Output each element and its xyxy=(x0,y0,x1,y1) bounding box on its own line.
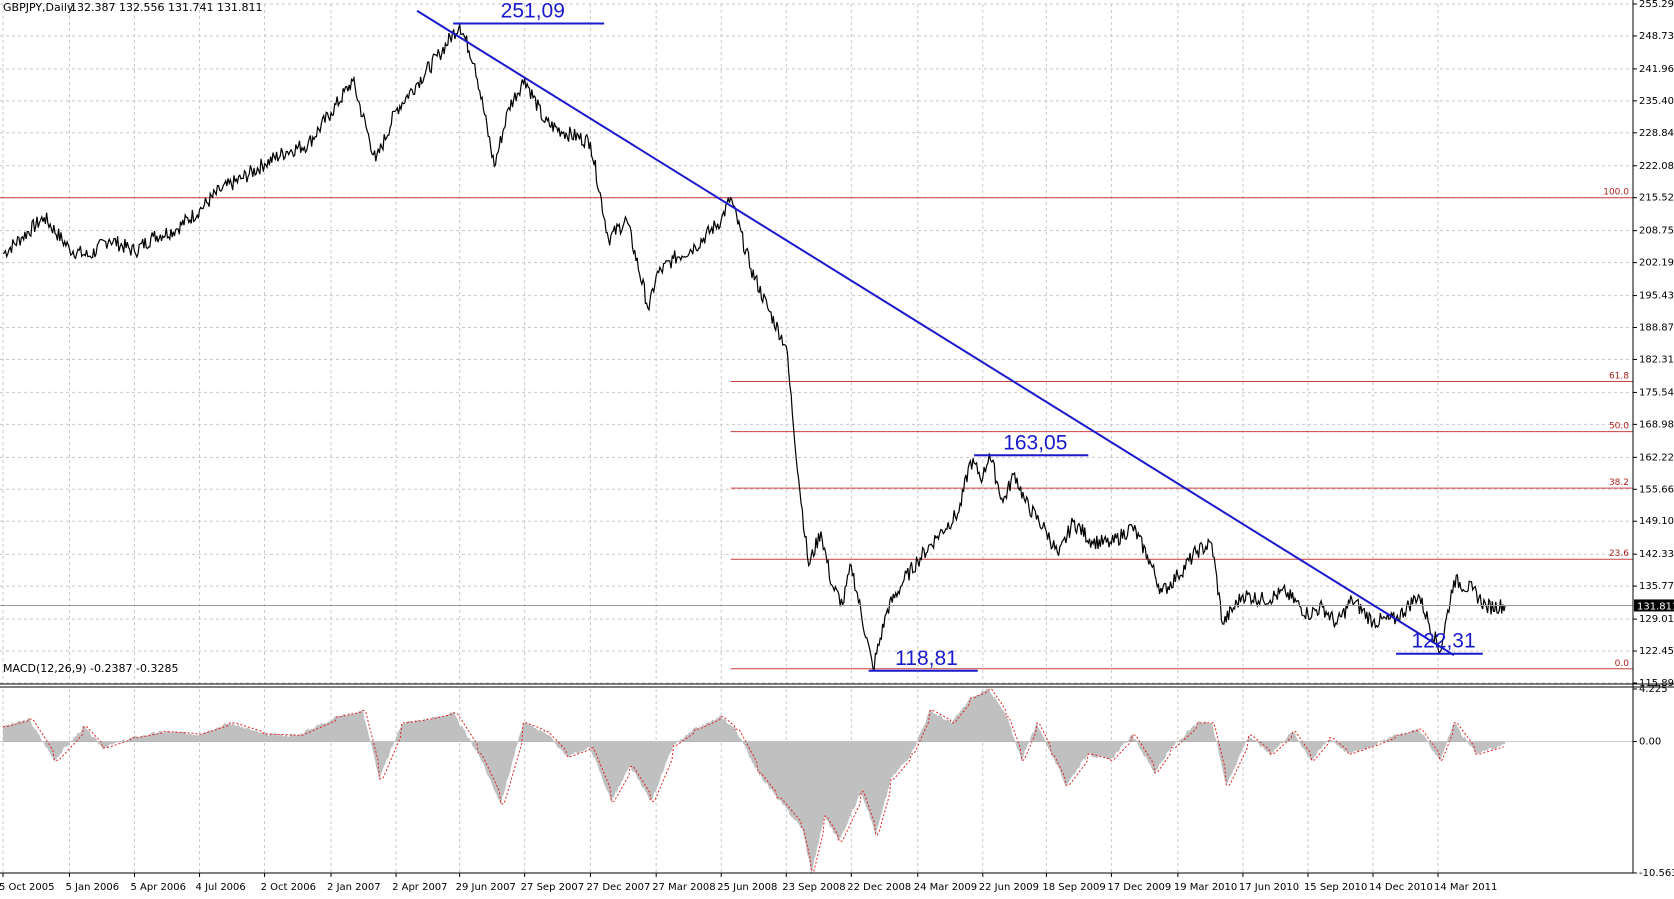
price-series xyxy=(0,24,1633,671)
x-tick-label: 5 Jan 2006 xyxy=(65,882,119,893)
y-tick-label: 208.755 xyxy=(1639,226,1674,237)
y-tick-label: 135.775 xyxy=(1639,581,1674,592)
y-tick-label: 115.890 xyxy=(1639,678,1674,689)
y-tick-label: 235.405 xyxy=(1639,96,1674,107)
x-tick-label: 27 Dec 2007 xyxy=(586,882,650,893)
y-tick-label: 195.430 xyxy=(1639,291,1674,302)
y-tick-label: 149.100 xyxy=(1639,516,1674,527)
price-axis[interactable]: 255.290 248.730 241.965 235.405 228.845 222.0… xyxy=(1633,0,1674,689)
x-tick-label: 2 Apr 2007 xyxy=(392,882,447,893)
x-tick-label: 2 Oct 2006 xyxy=(261,882,316,893)
current-price-box xyxy=(1634,599,1674,612)
annotations: 251,09 163,05 118,81 122,31 xyxy=(453,0,1483,672)
y-tick-label: 168.985 xyxy=(1639,419,1674,430)
y-tick-label: 182.310 xyxy=(1639,354,1674,365)
y-tick-label: 255.290 xyxy=(1639,0,1674,10)
x-tick-label: 5 Apr 2006 xyxy=(131,882,186,893)
x-tick-label: 19 Mar 2010 xyxy=(1174,882,1237,893)
x-tick-label: 25 Jun 2008 xyxy=(717,882,777,893)
quote-label: 132.387 132.556 131.741 131.811 xyxy=(70,1,262,14)
x-tick-label: 23 Sep 2008 xyxy=(782,882,845,893)
y-tick-label: 155.660 xyxy=(1639,484,1674,495)
y-tick-label: 228.845 xyxy=(1639,128,1674,139)
grid xyxy=(0,3,1633,873)
current-price-label: 131.811 xyxy=(1637,601,1674,612)
y-tick-label: 175.545 xyxy=(1639,387,1674,398)
fibonacci-label: 38.2 xyxy=(1609,478,1629,488)
x-tick-label: 18 Sep 2009 xyxy=(1042,882,1105,893)
x-tick-label: 22 Jun 2009 xyxy=(979,882,1039,893)
annotation-label: 122,31 xyxy=(1411,630,1475,653)
y-tick-label: 248.730 xyxy=(1639,31,1674,42)
macd-series xyxy=(0,688,1633,875)
trendline-line xyxy=(416,9,1455,657)
fibonacci-label: 100.0 xyxy=(1603,188,1629,198)
macd-label: MACD(12,26,9) -0.2387 -0.3285 xyxy=(3,662,178,675)
x-tick-label: 22 Dec 2008 xyxy=(847,882,911,893)
macd-histogram xyxy=(3,688,1506,875)
macd-axis[interactable]: 4.225 0.00 -10.5638 xyxy=(1633,684,1674,879)
y-tick-label: 142.335 xyxy=(1639,549,1674,560)
x-tick-label: 14 Dec 2010 xyxy=(1369,882,1433,893)
y-tick-label: 129.010 xyxy=(1639,614,1674,625)
macd-tick-label: 0.00 xyxy=(1639,737,1661,748)
chart-frame xyxy=(0,0,1674,874)
y-tick-label: 188.870 xyxy=(1639,323,1674,334)
annotation-label: 118,81 xyxy=(895,647,958,670)
x-tick-label: 14 Mar 2011 xyxy=(1434,882,1497,893)
fibonacci-levels: 100.0 61.8 50.0 38.2 23.6 0.0 xyxy=(0,188,1633,670)
time-axis[interactable]: 5 Oct 2005 5 Jan 2006 5 Apr 2006 4 Jul 2006… xyxy=(0,873,1497,893)
x-tick-label: 27 Sep 2007 xyxy=(521,882,584,893)
y-tick-label: 122.450 xyxy=(1639,646,1674,657)
fibonacci-label: 50.0 xyxy=(1609,422,1629,432)
macd-tick-label: -10.5638 xyxy=(1639,868,1674,879)
y-tick-label: 215.520 xyxy=(1639,193,1674,204)
x-tick-label: 27 Mar 2008 xyxy=(652,882,715,893)
macd-signal-line xyxy=(3,688,1504,874)
fibonacci-label: 23.6 xyxy=(1609,549,1629,559)
y-tick-label: 162.220 xyxy=(1639,452,1674,463)
fibonacci-label: 0.0 xyxy=(1615,659,1630,669)
trendline xyxy=(416,9,1455,657)
price-line xyxy=(2,24,1506,671)
x-tick-label: 4 Jul 2006 xyxy=(196,882,246,893)
symbol-label: GBPJPY,Daily xyxy=(3,1,74,14)
fibonacci-label: 61.8 xyxy=(1609,371,1629,381)
x-tick-label: 17 Jun 2010 xyxy=(1239,882,1299,893)
x-tick-label: 2 Jan 2007 xyxy=(327,882,381,893)
x-tick-label: 17 Dec 2009 xyxy=(1107,882,1171,893)
y-tick-label: 241.965 xyxy=(1639,64,1674,75)
x-tick-label: 29 Jun 2007 xyxy=(456,882,516,893)
x-tick-label: 24 Mar 2009 xyxy=(914,882,977,893)
macd-tick-label: 4.225 xyxy=(1639,684,1668,695)
annotation-label: 251,09 xyxy=(501,0,565,22)
y-tick-label: 202.195 xyxy=(1639,258,1674,269)
x-tick-label: 15 Sep 2010 xyxy=(1304,882,1367,893)
x-tick-label: 5 Oct 2005 xyxy=(0,882,54,893)
y-tick-label: 222.080 xyxy=(1639,161,1674,172)
annotation-label: 163,05 xyxy=(1003,431,1067,454)
